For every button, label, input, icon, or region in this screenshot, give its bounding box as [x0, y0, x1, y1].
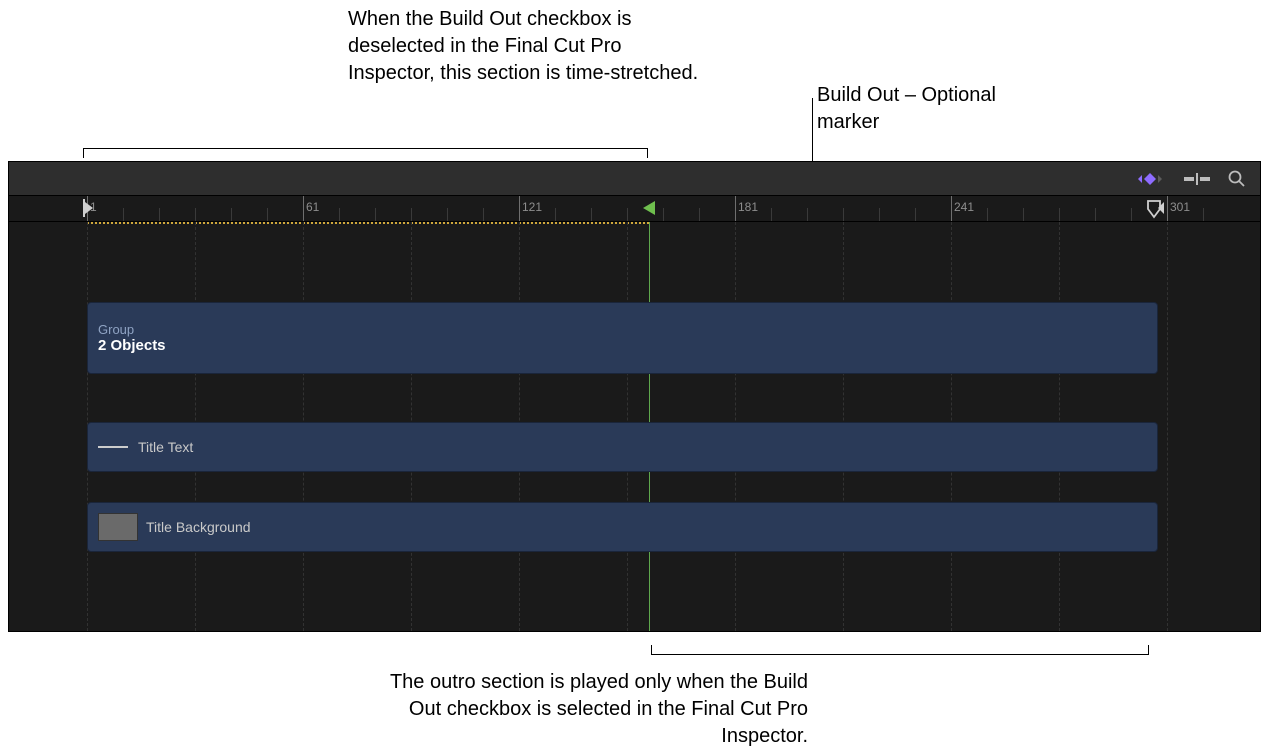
out-point-marker[interactable] — [1146, 199, 1166, 224]
ruler-ticks: 161121181241301 — [9, 196, 1260, 221]
timeline-ruler[interactable]: 161121181241301 — [9, 196, 1260, 222]
keyframe-nav-icon[interactable] — [1132, 171, 1166, 187]
layer-label: Title Text — [138, 439, 193, 455]
dotted-range-indicator — [87, 222, 649, 224]
group-count: 2 Objects — [98, 337, 1147, 354]
snap-icon[interactable] — [1184, 171, 1210, 187]
ruler-label: 61 — [306, 200, 319, 214]
bracket-bottom — [651, 645, 1149, 655]
group-clip[interactable]: Group2 Objects — [87, 302, 1158, 374]
layer-thumbnail — [98, 513, 138, 541]
layer-clip[interactable]: Title Text — [87, 422, 1158, 472]
timeline-toolbar — [9, 162, 1260, 196]
zoom-icon[interactable] — [1228, 170, 1246, 188]
ruler-label: 121 — [522, 200, 542, 214]
build-out-marker-icon[interactable] — [641, 199, 655, 222]
timeline-window: 161121181241301 Group2 ObjectsTitle Text… — [9, 162, 1260, 631]
ruler-label: 301 — [1170, 200, 1190, 214]
callout-outro-section: The outro section is played only when th… — [378, 669, 808, 750]
timeline-tracks: Group2 Objects Title Text Title Background — [9, 222, 1260, 631]
bracket-top — [83, 148, 648, 158]
layer-clip[interactable]: Title Background — [87, 502, 1158, 552]
group-label: Group — [98, 322, 1147, 337]
ruler-label: 181 — [738, 200, 758, 214]
keyframe-line-icon — [98, 446, 128, 448]
callout-time-stretched: When the Build Out checkbox is deselecte… — [348, 6, 708, 87]
callout-build-out-marker: Build Out – Optional marker — [817, 82, 1037, 136]
ruler-label: 241 — [954, 200, 974, 214]
in-point-marker[interactable] — [83, 199, 95, 222]
layer-label: Title Background — [146, 519, 251, 535]
